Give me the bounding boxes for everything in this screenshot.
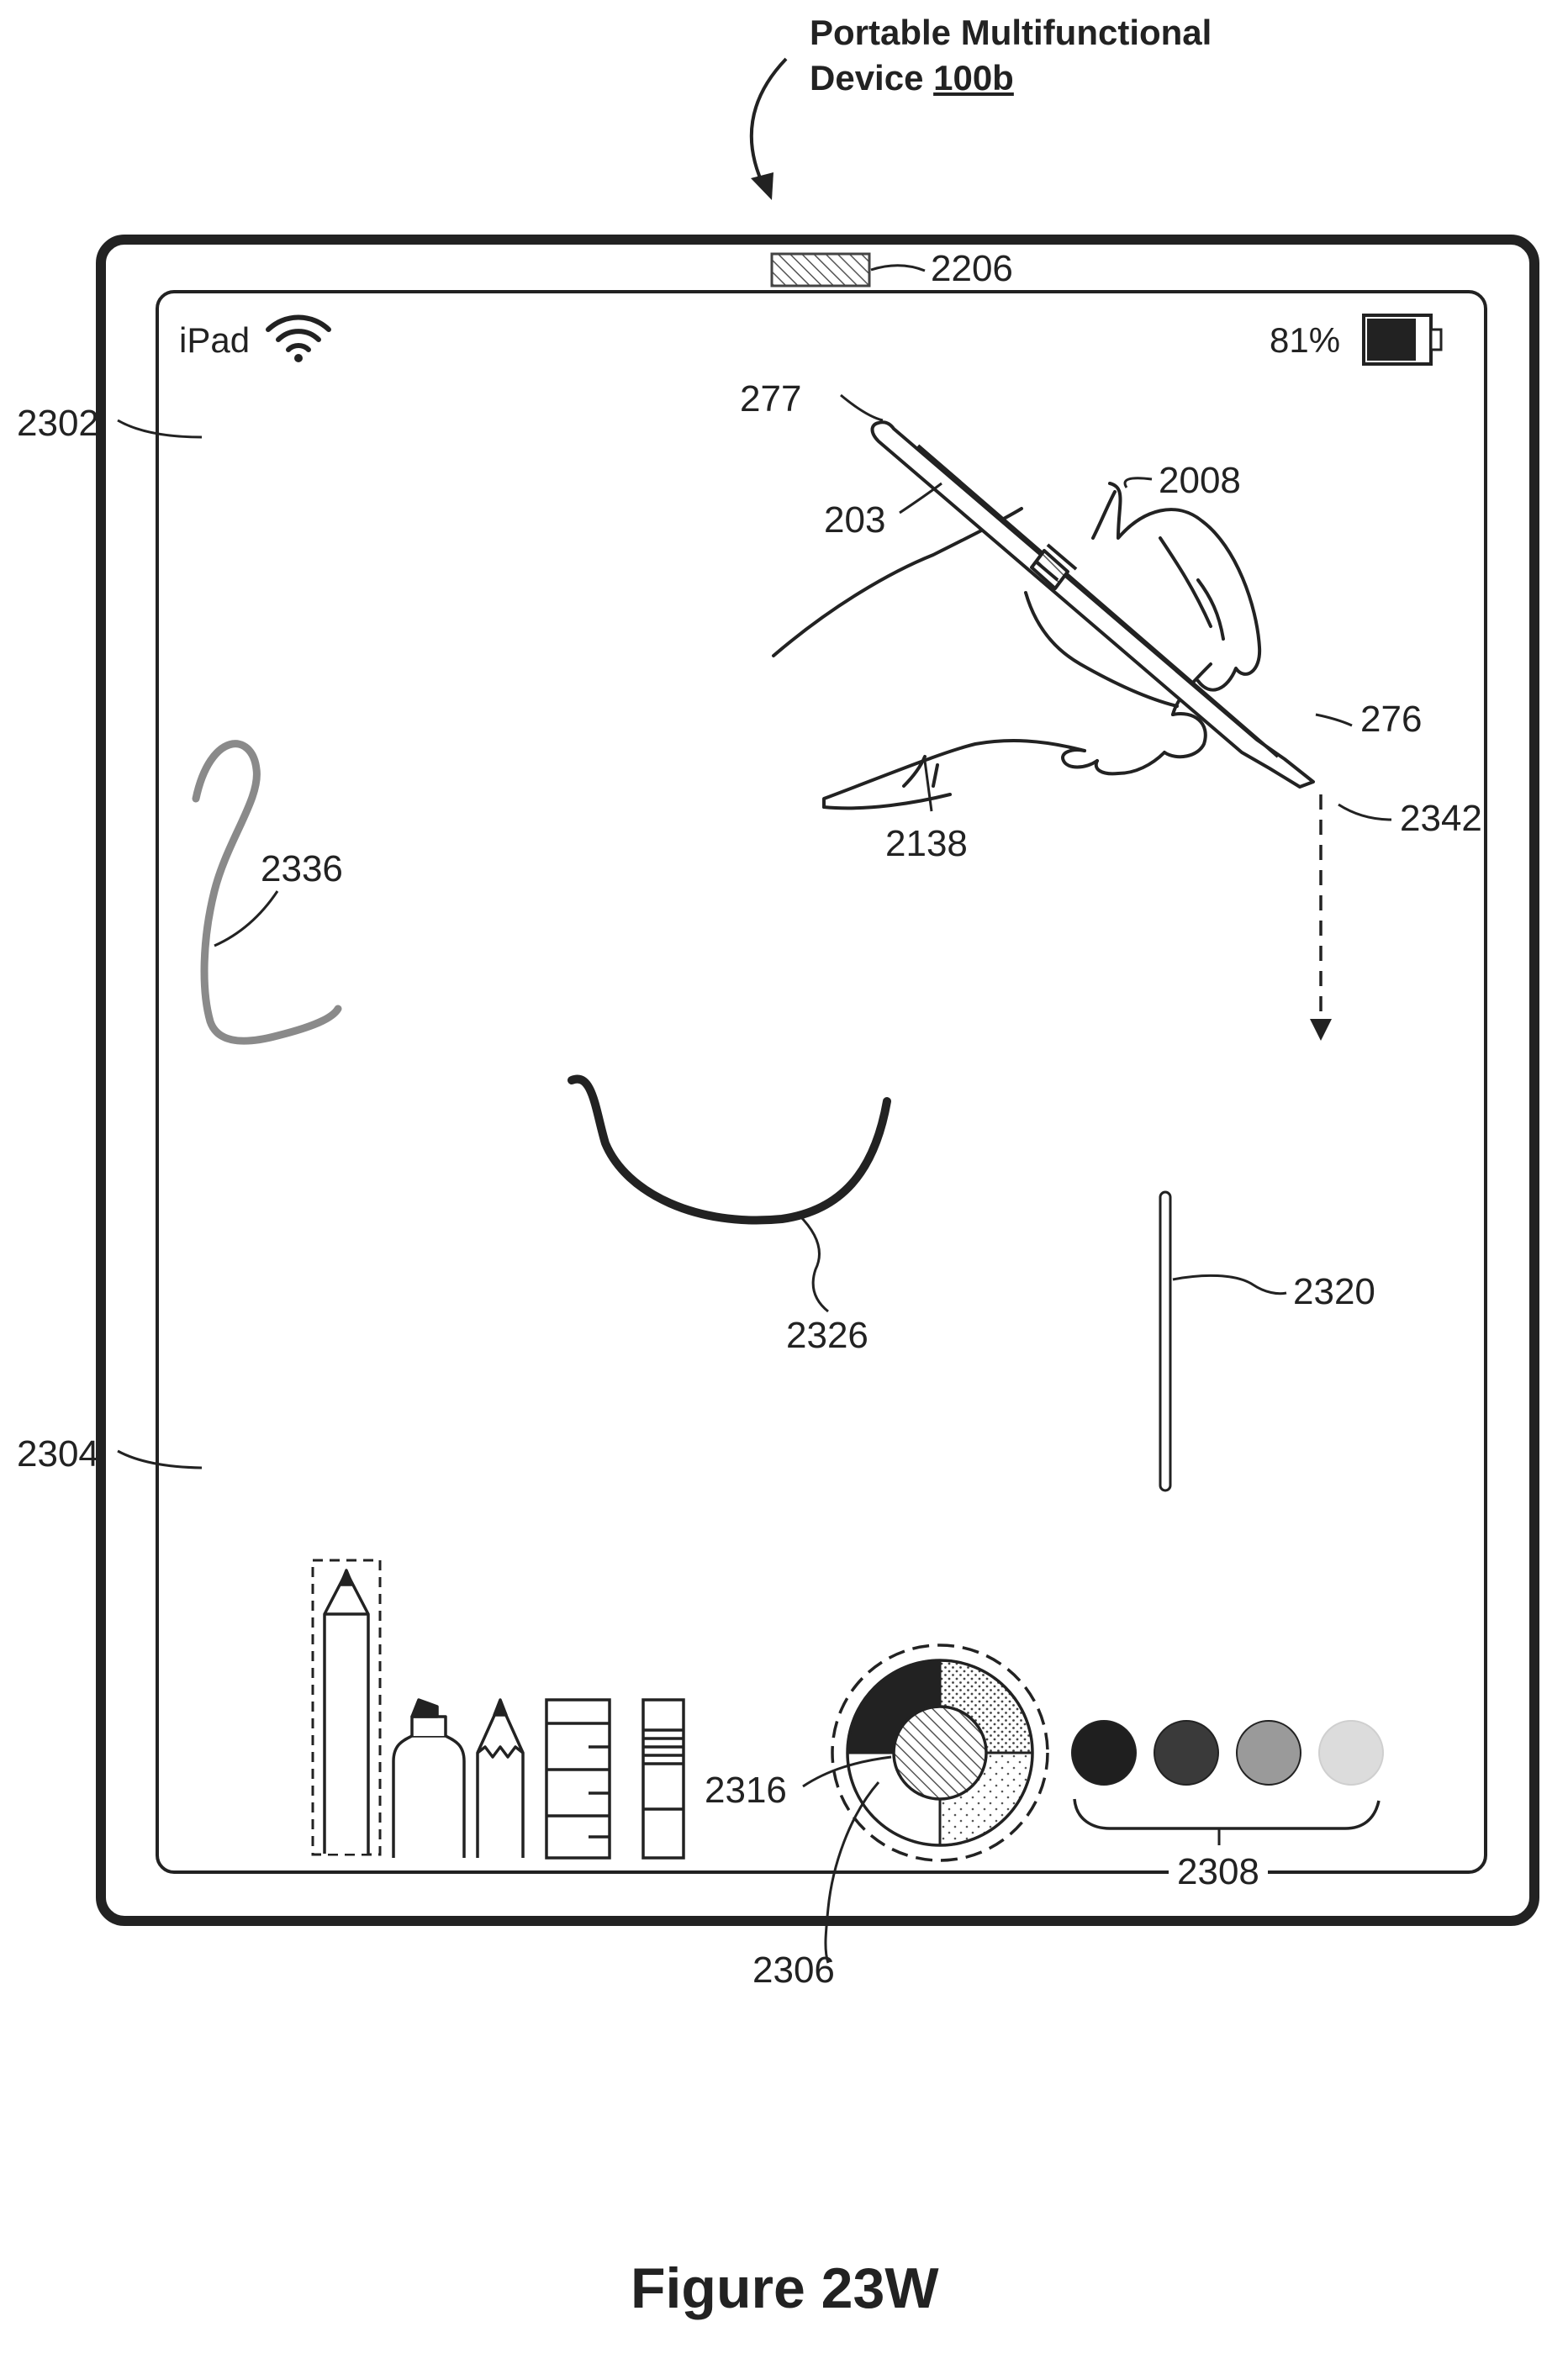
color-swatch-1[interactable] [1072,1721,1136,1785]
ref-color-wheel: 2306 [752,1952,835,1989]
ref-color-wheel-center: 2316 [705,1772,787,1809]
ref-swatches-group: 2308 [1169,1854,1268,1891]
battery-percent: 81% [1270,323,1340,358]
sensor-icon [772,254,869,286]
ref-tip-projection: 2342 [1400,800,1482,837]
figure-label: Figure 23W [631,2260,939,2317]
ref-stroke-center: 2326 [786,1317,868,1354]
ruler-tool [546,1700,610,1858]
ref-stylus-body: 203 [824,502,885,539]
color-wheel-center [894,1707,986,1799]
ref-stylus-grip: 2008 [1159,462,1241,499]
ref-stroke-left: 2336 [261,851,343,888]
battery-icon [1364,315,1441,364]
ref-hand: 2138 [885,826,968,863]
eraser-tool [643,1700,684,1858]
header-pointer-arrowhead [751,172,773,200]
ref-stylus-tip: 276 [1360,701,1422,738]
ref-sensor: 2206 [931,251,1013,288]
stroke-2320 [1160,1192,1170,1491]
ref-bottom-region: 2304 [17,1436,99,1473]
ref-stylus-end: 277 [740,381,801,418]
header-pointer-arrow [752,59,786,189]
color-swatch-2[interactable] [1154,1721,1218,1785]
ref-stroke-right: 2320 [1293,1274,1375,1311]
color-swatch-3[interactable] [1237,1721,1301,1785]
device-name: iPad [179,323,250,358]
pen-tool [325,1570,368,1854]
ref-top-region: 2302 [17,405,99,442]
color-swatch-4[interactable] [1319,1721,1383,1785]
